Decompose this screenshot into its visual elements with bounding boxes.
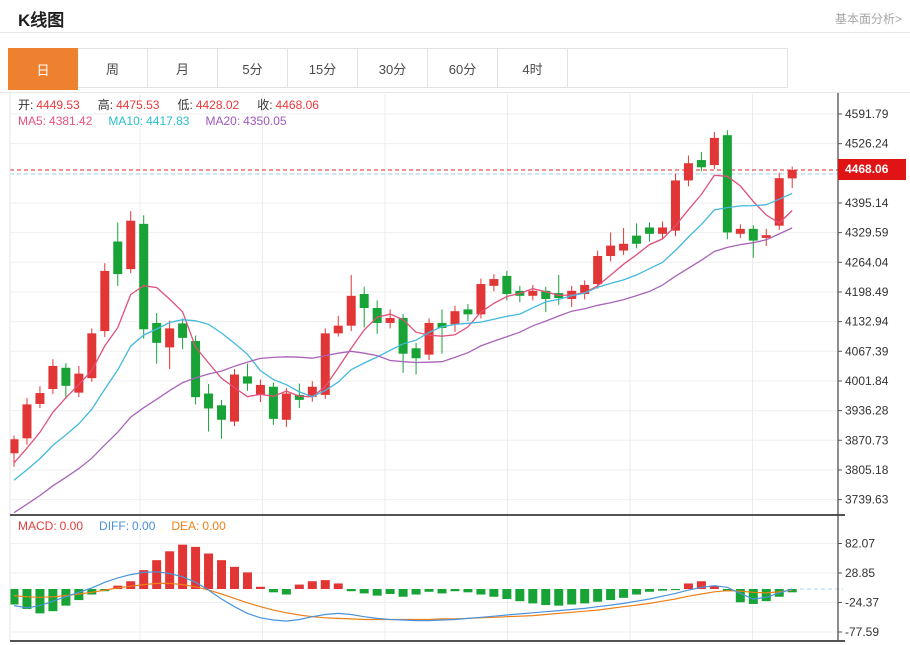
price-axis-label: 4264.04	[845, 255, 889, 269]
ohlc-row-open: 开: 4449.53	[18, 98, 80, 112]
price-axis-label: 4001.84	[845, 374, 889, 388]
ma-row-ma10: MA10: 4417.83	[108, 114, 190, 128]
tab-4hour[interactable]: 4时	[498, 49, 568, 87]
tab-60min[interactable]: 60分	[428, 49, 498, 87]
price-axis-label: 3936.28	[845, 404, 889, 418]
ma-row: MA5: 4381.42 MA10: 4417.83 MA20: 4350.05	[18, 114, 303, 128]
price-axis-label: 3739.63	[845, 493, 889, 507]
ma-row-ma5: MA5: 4381.42	[18, 114, 93, 128]
ohlc-row-close: 收: 4468.06	[257, 98, 319, 112]
period-tabbar: 日周月 5分 15分 30分 60分 4时	[8, 48, 788, 90]
price-axis-label: 4526.24	[845, 137, 889, 151]
price-axis-label: 4395.14	[845, 196, 889, 210]
ohlc-row-high: 高: 4475.53	[97, 98, 160, 112]
ma-row-ma20: MA20: 4350.05	[205, 114, 287, 128]
macd-axis-label: -77.59	[845, 625, 879, 639]
tab-5min[interactable]: 5分	[218, 49, 288, 87]
current-price-tag: 4468.06	[838, 159, 906, 181]
tab-week[interactable]: 周	[78, 49, 148, 87]
tab-day[interactable]: 日	[8, 48, 78, 90]
tab-15min[interactable]: 15分	[288, 49, 358, 87]
macd-legend-row: MACD: 0.00 DIFF: 0.00 DEA: 0.00	[18, 519, 242, 533]
ohlc-row-low: 低: 4428.02	[177, 98, 240, 112]
price-axis-label: 4198.49	[845, 285, 889, 299]
tab-month[interactable]: 月	[148, 49, 218, 87]
price-axis-label: 4329.59	[845, 226, 889, 240]
macd-axis-label: 28.85	[845, 566, 875, 580]
price-axis-label: 4067.39	[845, 344, 889, 358]
price-axis-label: 3870.73	[845, 433, 889, 447]
macd-axis-label: -24.37	[845, 596, 879, 610]
tab-30min[interactable]: 30分	[358, 49, 428, 87]
ohlc-row: 开: 4449.53 高: 4475.53 低: 4428.02 收: 4468.06	[18, 96, 337, 113]
price-axis-label: 4132.94	[845, 315, 889, 329]
price-axis-label: 3805.18	[845, 463, 889, 477]
macd-row-macd: MACD: 0.00	[18, 519, 84, 533]
macd-axis-label: 82.07	[845, 537, 875, 551]
header-divider	[0, 32, 910, 33]
page-title: K线图	[18, 11, 65, 30]
macd-row-dea: DEA: 0.00	[171, 519, 226, 533]
price-axis-label: 4591.79	[845, 107, 889, 121]
macd-row-diff: DIFF: 0.00	[99, 519, 156, 533]
fundamental-analysis-link[interactable]: 基本面分析>	[834, 12, 902, 26]
